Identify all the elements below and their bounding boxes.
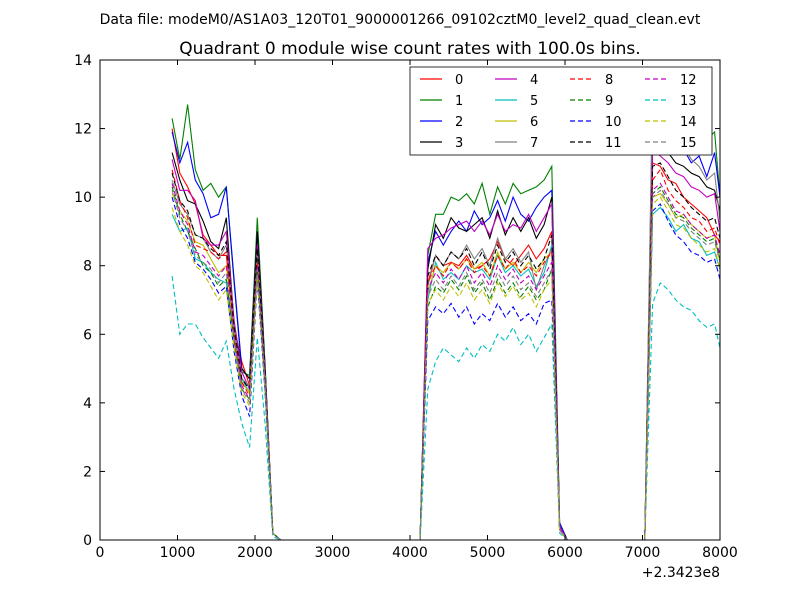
legend-label-4: 4	[530, 73, 538, 88]
axis-ticks: 0 1000 2000 3000 4000 5000 6000 7000 80000246810…	[74, 53, 738, 561]
legend-label-15: 15	[680, 136, 697, 151]
legend-label-13: 13	[680, 94, 697, 109]
legend-label-7: 7	[530, 136, 538, 151]
series-line-3	[171, 141, 720, 540]
y-tick-label: 14	[74, 53, 92, 69]
x-tick-label: 8000	[702, 545, 738, 561]
x-tick-label: 0	[96, 545, 105, 561]
x-tick-label: 2000	[237, 545, 273, 561]
legend-label-5: 5	[530, 94, 538, 109]
chart-title: Quadrant 0 module wise count rates with …	[179, 39, 640, 59]
y-tick-label: 4	[83, 396, 92, 412]
series-line-9	[171, 186, 720, 540]
legend-label-12: 12	[680, 73, 697, 88]
series-line-13	[171, 275, 720, 540]
x-offset-label: +2.3423e8	[642, 565, 720, 581]
legend-box	[409, 66, 713, 156]
series-line-14	[171, 196, 720, 540]
x-tick-label: 6000	[547, 545, 583, 561]
y-tick-label: 10	[74, 190, 92, 206]
series-line-15	[171, 189, 720, 540]
y-tick-label: 0	[83, 533, 92, 549]
legend-label-9: 9	[605, 94, 613, 109]
legend-label-1: 1	[455, 94, 463, 109]
y-tick-label: 8	[83, 259, 92, 275]
legend-label-8: 8	[605, 73, 613, 88]
series-line-11	[171, 162, 720, 540]
x-tick-label: 7000	[625, 545, 661, 561]
x-tick-label: 4000	[392, 545, 428, 561]
x-tick-label: 5000	[470, 545, 506, 561]
y-tick-label: 6	[83, 327, 92, 343]
y-tick-label: 12	[74, 122, 92, 138]
figure-suptitle: Data file: modeM0/AS1A03_120T01_90000012…	[100, 12, 701, 28]
legend-label-6: 6	[530, 115, 538, 130]
series-line-6	[171, 193, 720, 540]
x-tick-label: 3000	[315, 545, 351, 561]
legend-label-3: 3	[455, 136, 463, 151]
legend-label-0: 0	[455, 73, 463, 88]
legend-label-11: 11	[605, 136, 622, 151]
legend-label-2: 2	[455, 115, 463, 130]
series-layer	[171, 82, 720, 540]
legend-label-10: 10	[605, 115, 622, 130]
y-tick-label: 2	[83, 464, 92, 480]
series-line-0	[171, 128, 720, 540]
series-line-8	[171, 168, 720, 540]
series-line-12	[171, 182, 720, 540]
x-tick-label: 1000	[160, 545, 196, 561]
series-line-10	[171, 196, 720, 540]
legend-label-14: 14	[680, 115, 697, 130]
